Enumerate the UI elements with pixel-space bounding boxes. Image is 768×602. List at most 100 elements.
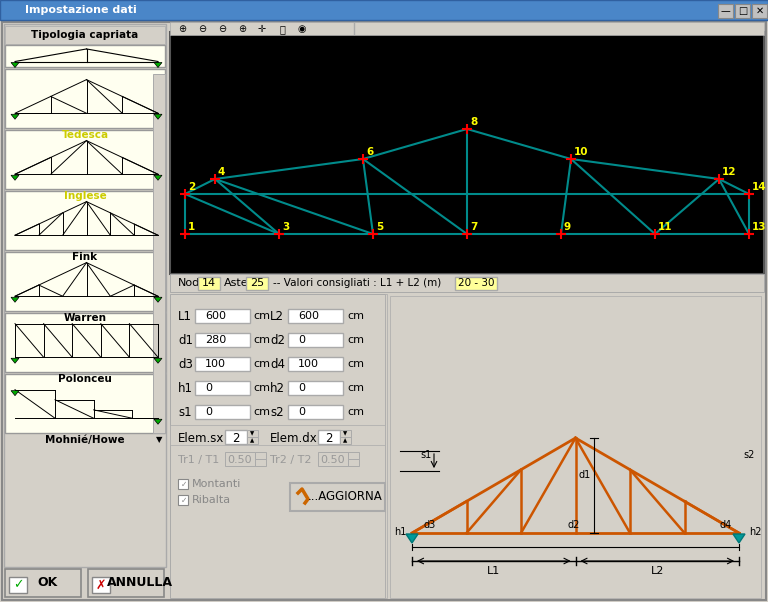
Text: ▲: ▲: [250, 438, 254, 443]
Text: d4: d4: [270, 358, 285, 370]
Text: Elem.sx: Elem.sx: [178, 432, 224, 444]
Text: cm: cm: [253, 383, 270, 393]
Text: d1: d1: [578, 470, 591, 480]
Bar: [9, 577, 27, 593]
Bar: [5, 69, 165, 128]
Bar: [288, 309, 343, 323]
Text: h1: h1: [394, 527, 406, 537]
Text: 9: 9: [564, 222, 571, 232]
Text: ANNULLA: ANNULLA: [107, 577, 173, 589]
Bar: [225, 430, 247, 444]
Text: 8: 8: [470, 117, 477, 127]
Text: L2: L2: [650, 566, 664, 576]
Text: L2: L2: [270, 309, 284, 323]
Text: 2: 2: [188, 182, 195, 192]
Text: Aste: Aste: [224, 278, 249, 288]
Text: h2: h2: [749, 527, 762, 537]
Bar: [348, 459, 359, 466]
Text: ...AGGIORNA: ...AGGIORNA: [308, 491, 382, 503]
Text: Inglese: Inglese: [64, 191, 107, 201]
Text: L1: L1: [178, 309, 192, 323]
Bar: [247, 437, 258, 444]
Text: ◉: ◉: [298, 24, 306, 34]
Text: 1: 1: [188, 222, 195, 232]
Text: 280: 280: [205, 335, 227, 345]
Text: 0.50: 0.50: [227, 455, 253, 465]
Text: cm: cm: [253, 311, 270, 321]
Bar: [718, 4, 733, 18]
Text: 0: 0: [298, 407, 305, 417]
Text: Impostazione dati: Impostazione dati: [25, 5, 137, 15]
Bar: [255, 452, 266, 459]
Bar: [153, 74, 165, 433]
Text: cm: cm: [347, 359, 364, 369]
Polygon shape: [11, 358, 19, 363]
Polygon shape: [406, 534, 418, 543]
Text: ▼: ▼: [156, 435, 162, 444]
Text: ✓: ✓: [180, 495, 187, 504]
Bar: [385, 294, 387, 598]
Bar: [170, 32, 764, 274]
Bar: [92, 577, 110, 593]
Text: Warren: Warren: [64, 313, 107, 323]
Text: d2: d2: [270, 334, 285, 347]
Bar: [735, 4, 750, 18]
Text: 14: 14: [752, 182, 766, 192]
Bar: [178, 495, 188, 505]
Text: 4: 4: [218, 167, 225, 177]
Text: ▲: ▲: [343, 438, 347, 443]
Bar: [5, 313, 165, 372]
Text: □: □: [738, 6, 747, 16]
Text: Tedesca: Tedesca: [61, 130, 108, 140]
Bar: [170, 425, 385, 445]
Bar: [0, 0, 768, 20]
Bar: [5, 130, 165, 189]
Bar: [455, 277, 497, 290]
Text: ⊕: ⊕: [238, 24, 246, 34]
Polygon shape: [154, 63, 162, 67]
Text: 0: 0: [298, 335, 305, 345]
Text: Ribalta: Ribalta: [192, 495, 231, 505]
Bar: [170, 274, 764, 292]
Bar: [246, 277, 268, 290]
Text: Tr2 / T2: Tr2 / T2: [270, 455, 312, 465]
Bar: [170, 294, 385, 598]
Text: d4: d4: [719, 520, 731, 530]
Bar: [247, 430, 258, 437]
Text: 0: 0: [205, 383, 212, 393]
Text: -- Valori consigliati : L1 + L2 (m): -- Valori consigliati : L1 + L2 (m): [273, 278, 442, 288]
Text: cm: cm: [253, 335, 270, 345]
Text: cm: cm: [347, 335, 364, 345]
Bar: [752, 4, 767, 18]
Text: 0: 0: [298, 383, 305, 393]
Text: 20 - 30: 20 - 30: [458, 278, 495, 288]
Bar: [195, 357, 250, 371]
Text: 6: 6: [366, 147, 373, 157]
Text: 5: 5: [376, 222, 383, 232]
Polygon shape: [154, 114, 162, 119]
Text: d2: d2: [568, 520, 580, 530]
Bar: [198, 277, 220, 290]
Polygon shape: [154, 175, 162, 180]
Polygon shape: [11, 391, 19, 396]
Text: ⊕: ⊕: [178, 24, 186, 34]
Polygon shape: [733, 534, 745, 543]
Text: 0.50: 0.50: [321, 455, 346, 465]
Bar: [390, 296, 761, 598]
Bar: [288, 357, 343, 371]
Text: cm: cm: [253, 407, 270, 417]
Bar: [4, 24, 166, 567]
Bar: [5, 252, 165, 311]
Text: ✛: ✛: [258, 24, 266, 34]
Text: 2: 2: [326, 432, 333, 444]
Polygon shape: [11, 297, 19, 302]
Bar: [195, 405, 250, 419]
Text: s1: s1: [178, 406, 192, 418]
Text: 600: 600: [205, 311, 226, 321]
Polygon shape: [154, 419, 162, 424]
Text: s1: s1: [420, 450, 432, 460]
Text: cm: cm: [347, 311, 364, 321]
Polygon shape: [154, 358, 162, 363]
Bar: [318, 430, 340, 444]
Text: cm: cm: [253, 359, 270, 369]
